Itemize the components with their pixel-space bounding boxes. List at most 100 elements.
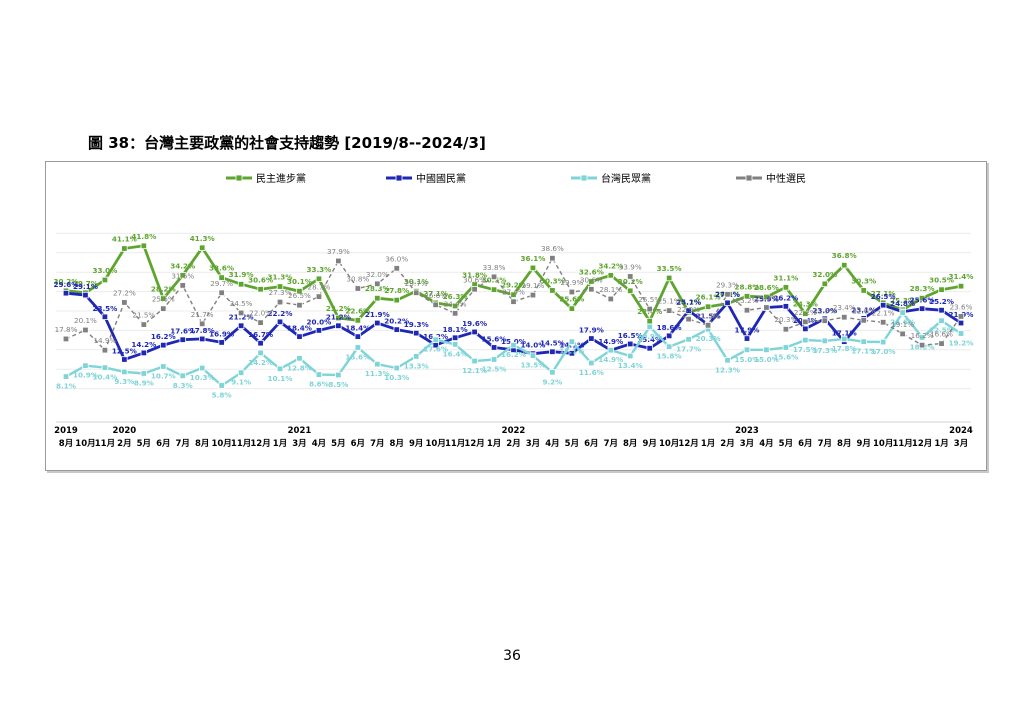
data-label: 30.1% (404, 277, 429, 286)
data-label: 26.5% (288, 291, 311, 300)
x-tick-label: 8月 (195, 439, 209, 449)
data-label: 16.9% (209, 329, 234, 338)
data-label: 8.3% (173, 381, 193, 390)
data-point (510, 298, 517, 305)
data-point (743, 293, 751, 300)
data-point (490, 273, 498, 281)
data-label: 20.9% (637, 332, 662, 341)
x-tick-label: 5月 (779, 439, 793, 449)
data-label: 15.6% (345, 352, 370, 361)
data-label: 33.5% (657, 264, 682, 273)
data-label: 13.4% (618, 361, 643, 370)
data-label: 19.1% (891, 320, 914, 329)
x-tick-label: 11月 (95, 439, 115, 449)
series-2: 8.1%10.9%10.4%9.3% 8.9%10.7%8.3%10.3%5.8%… (56, 309, 973, 399)
data-label: 25.1% (676, 298, 701, 307)
data-label: 25.1% (658, 297, 681, 306)
data-point (296, 355, 303, 362)
data-label: 17.3% (812, 346, 837, 355)
data-label: 30.3% (851, 276, 876, 285)
data-label: 27.2% (113, 288, 136, 297)
data-point (140, 349, 148, 357)
data-label: 13.5% (520, 361, 545, 370)
x-tick-label: 10月 (659, 439, 679, 449)
data-label: 22.6% (852, 306, 875, 315)
data-point (393, 364, 400, 372)
legend-swatch-marker (395, 174, 403, 182)
data-label: 17.8% (55, 325, 78, 334)
data-point (354, 333, 362, 340)
data-point (121, 368, 128, 376)
data-point (724, 291, 731, 298)
data-label: 8.9% (134, 378, 154, 387)
data-label: 26.3% (443, 292, 468, 301)
data-label: 17.7% (676, 344, 701, 353)
data-point (627, 287, 634, 295)
data-point (257, 319, 264, 326)
data-label: 25.5% (638, 295, 661, 304)
x-tick-label: 12月 (464, 439, 484, 449)
data-point (82, 362, 89, 369)
data-point (665, 332, 673, 340)
data-point (879, 338, 887, 346)
data-label: 14.0% (520, 341, 545, 350)
data-label: 12.1% (462, 366, 487, 375)
data-label: 8.5% (328, 380, 348, 389)
data-point (957, 330, 965, 337)
x-tick-label: 1月 (273, 439, 287, 449)
data-point (704, 322, 712, 329)
data-label: 27.1% (871, 289, 896, 298)
data-label: 18.6% (657, 323, 682, 332)
data-label: 10.9% (73, 371, 98, 380)
data-point (218, 274, 225, 281)
data-point (374, 294, 381, 302)
data-label: 26.2% (773, 293, 798, 302)
x-tick-label: 4月 (759, 439, 773, 449)
data-point (627, 273, 634, 280)
data-point (588, 359, 595, 367)
data-label: 20.0% (306, 317, 331, 326)
data-point (354, 317, 362, 324)
data-point (860, 287, 867, 294)
data-point (568, 338, 576, 345)
data-label: 25.3% (890, 296, 915, 305)
data-label: 21.9% (365, 310, 390, 319)
data-label: 29.1% (73, 282, 98, 291)
data-point (879, 301, 887, 309)
data-point (237, 309, 245, 317)
data-point (393, 296, 400, 304)
data-point (101, 364, 109, 371)
data-label: 16.2% (151, 332, 176, 341)
data-point (938, 307, 945, 314)
data-point (237, 281, 245, 288)
data-point (374, 360, 381, 368)
data-label: 25.6% (910, 296, 935, 305)
data-point (860, 317, 867, 324)
data-point (296, 288, 303, 295)
data-point (588, 286, 595, 293)
data-label: 23.2% (326, 304, 351, 313)
data-label: 23.5% (92, 304, 117, 313)
data-label: 24.4% (444, 299, 467, 308)
x-tick-label: 11月 (231, 439, 251, 449)
x-tick-label: 3月 (526, 439, 540, 449)
legend: 民主進步黨 中國國民黨 台灣民眾黨 中性選民 (226, 172, 806, 185)
data-label: 20.3% (696, 334, 721, 343)
x-tick-label: 6月 (798, 439, 812, 449)
data-label: 24.7% (676, 298, 701, 307)
data-point (218, 289, 225, 296)
data-label: 30.5% (482, 276, 507, 285)
data-point (627, 340, 634, 348)
data-point (296, 301, 303, 309)
data-point (724, 299, 731, 307)
data-point (802, 318, 809, 326)
data-label: 10.4% (92, 373, 117, 382)
data-label: 21.2% (326, 313, 351, 322)
legend-swatch-marker (745, 174, 753, 182)
data-label: 16.6% (930, 330, 953, 339)
data-point (451, 302, 459, 310)
data-point (568, 288, 576, 296)
data-point (218, 382, 225, 389)
x-tick-label: 3月 (740, 439, 754, 449)
x-tick-label: 10月 (426, 439, 446, 449)
